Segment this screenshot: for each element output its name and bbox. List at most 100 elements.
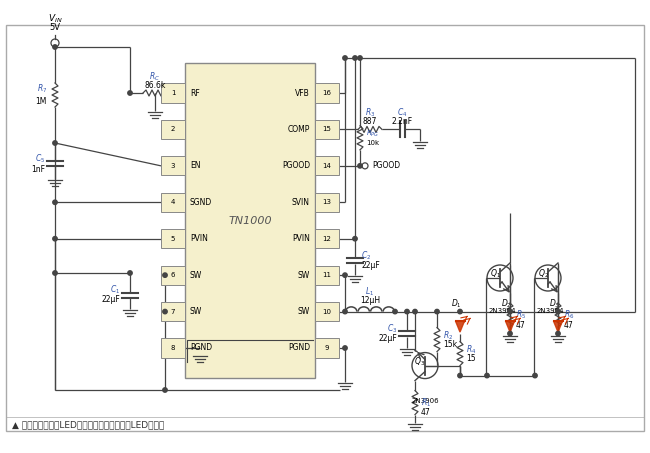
Circle shape [53,271,57,275]
Text: RF: RF [190,88,200,97]
Text: 12: 12 [322,236,332,242]
Text: 11: 11 [322,272,332,278]
Circle shape [128,91,132,95]
Bar [315,156,339,175]
Circle shape [508,332,512,336]
Bar [161,83,185,102]
Text: $C_1$: $C_1$ [110,284,120,296]
Text: TN1000: TN1000 [228,216,272,226]
Circle shape [53,236,57,241]
Circle shape [533,373,537,378]
Text: 15: 15 [466,354,476,363]
Text: 1M: 1M [36,96,47,106]
Circle shape [393,309,397,314]
Text: 14: 14 [322,163,332,169]
Text: $R_4$: $R_4$ [466,343,476,356]
Polygon shape [456,321,465,332]
Text: 15k: 15k [443,340,457,349]
Text: $R_7$: $R_7$ [36,83,47,95]
Bar [315,193,339,212]
Text: $Q_1$: $Q_1$ [489,268,500,280]
Text: $D_3$: $D_3$ [549,297,560,309]
FancyBboxPatch shape [6,25,644,431]
Circle shape [343,309,347,314]
Bar [315,83,339,102]
Text: 2: 2 [171,126,176,132]
Circle shape [128,271,132,275]
Bar [315,120,339,139]
Text: PGND: PGND [190,343,212,352]
Bar [161,193,185,212]
Text: $R_2$: $R_2$ [443,329,453,342]
Text: 9: 9 [325,345,330,351]
Text: VFB: VFB [295,88,310,97]
Text: SW: SW [190,270,202,280]
Text: PGOOD: PGOOD [372,161,400,170]
Text: SVIN: SVIN [292,198,310,207]
Text: 10k: 10k [366,140,379,146]
Text: SW: SW [190,307,202,316]
Circle shape [405,309,410,314]
Text: 5: 5 [171,236,176,242]
Text: 6: 6 [171,272,176,278]
Circle shape [485,373,489,378]
Text: 15: 15 [322,126,332,132]
Text: $C_3$: $C_3$ [387,323,397,335]
Circle shape [162,388,167,392]
Text: 10: 10 [322,308,332,314]
Text: 887: 887 [363,117,377,126]
Circle shape [162,273,167,277]
Text: $R_6$: $R_6$ [564,309,575,321]
Text: $R_1$: $R_1$ [421,396,431,409]
Text: $Q_3$: $Q_3$ [415,355,426,368]
Bar [315,229,339,248]
Circle shape [358,164,362,168]
Text: 1: 1 [171,90,176,96]
Text: 5V: 5V [49,23,60,32]
Text: ▲ 电流镜为这个多LED驱动器的每个分支均分LED电流。: ▲ 电流镜为这个多LED驱动器的每个分支均分LED电流。 [12,420,164,429]
Text: 7: 7 [171,308,176,314]
Bar [161,229,185,248]
Bar [161,120,185,139]
Text: $C_2$: $C_2$ [361,250,371,262]
Text: 47: 47 [516,321,526,329]
Text: 2N3904: 2N3904 [488,308,515,314]
Circle shape [343,346,347,350]
Text: $R_C$: $R_C$ [150,71,161,83]
Text: 47: 47 [564,321,574,329]
Text: 4: 4 [171,199,176,205]
Bar [315,302,339,321]
Circle shape [435,309,439,314]
Text: 22µF: 22µF [361,261,380,270]
Text: 12µH: 12µH [360,295,380,304]
Text: 22µF: 22µF [378,334,397,343]
Text: SW: SW [298,307,310,316]
Text: 2N3904: 2N3904 [536,308,564,314]
Text: 8: 8 [171,345,176,351]
Bar [161,338,185,357]
Text: $R_{PG}$: $R_{PG}$ [366,129,380,139]
Text: SW: SW [298,270,310,280]
Circle shape [343,56,347,60]
Text: COMP: COMP [287,125,310,134]
Circle shape [162,309,167,314]
Circle shape [508,309,512,314]
Text: $L_1$: $L_1$ [365,285,374,298]
Text: 16: 16 [322,90,332,96]
Bar [315,338,339,357]
Circle shape [413,309,417,314]
Polygon shape [506,321,515,332]
Text: PVIN: PVIN [292,234,310,243]
Text: 2.2nF: 2.2nF [391,117,413,126]
Circle shape [556,309,560,314]
Bar [161,265,185,285]
Text: $Q_2$: $Q_2$ [538,268,549,280]
Bar [161,156,185,175]
Circle shape [556,332,560,336]
Circle shape [53,141,57,145]
Circle shape [358,56,362,60]
Circle shape [53,200,57,204]
Circle shape [343,273,347,277]
Text: PVIN: PVIN [190,234,208,243]
Circle shape [458,309,462,314]
